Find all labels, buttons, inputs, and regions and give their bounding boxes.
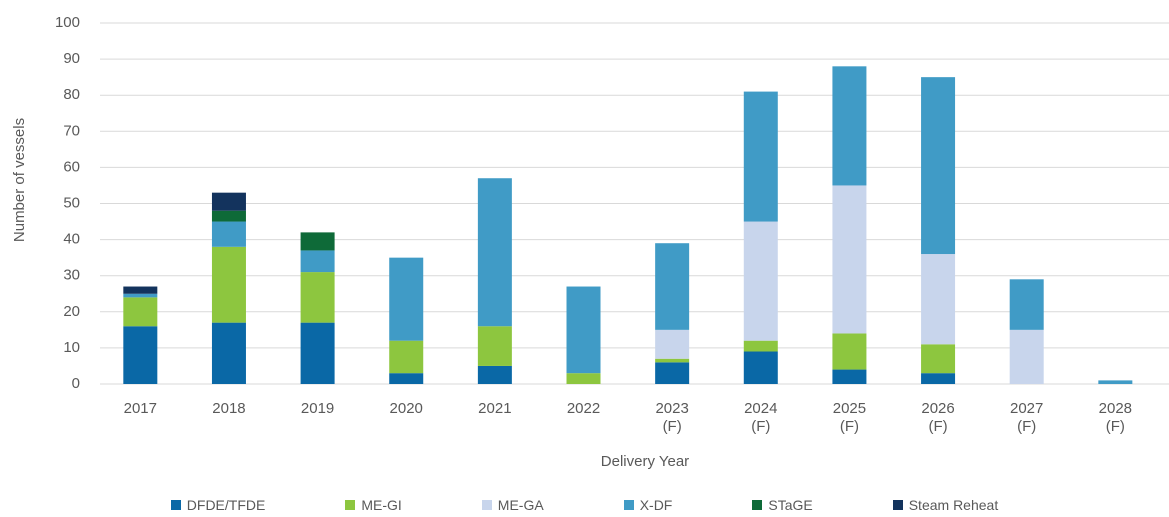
x-tick-label: 2025 (F)	[832, 400, 867, 435]
bar-segment	[921, 373, 956, 384]
x-tick-label: 2021	[478, 400, 512, 417]
legend-item: ME-GA	[481, 497, 544, 513]
bar-segment	[477, 365, 512, 384]
bar-segment	[921, 344, 956, 374]
y-tick-label: 60	[63, 158, 80, 175]
bar-segment	[1009, 329, 1044, 384]
bar-segment	[743, 351, 778, 384]
bar-segment	[477, 326, 512, 366]
y-axis-title: Number of vessels	[11, 118, 28, 242]
legend-label: ME-GI	[361, 497, 402, 513]
y-tick-label: 10	[63, 339, 80, 356]
legend: DFDE/TFDE ME-GI ME-GA X-DF STaGE Steam Reheat	[0, 497, 1169, 513]
bar-segment	[300, 232, 335, 251]
x-axis-title: Delivery Year	[601, 453, 689, 470]
bar-segment	[921, 254, 956, 345]
bar-segment	[832, 333, 867, 370]
bar-segment	[743, 340, 778, 352]
bar-segment	[1098, 380, 1133, 384]
legend-label: Steam Reheat	[908, 497, 999, 513]
legend-item: Steam Reheat	[892, 497, 999, 513]
legend-item: ME-GI	[345, 497, 402, 513]
legend-swatch	[892, 500, 903, 510]
y-tick-label: 100	[55, 14, 80, 31]
bar-segment	[211, 210, 246, 222]
y-tick-label: 20	[63, 303, 80, 320]
x-tick-label: 2019	[300, 400, 335, 417]
y-tick-label: 40	[63, 231, 80, 248]
bar-segment	[123, 297, 158, 327]
y-tick-label: 90	[63, 50, 80, 67]
bar-segment	[655, 358, 690, 363]
legend-swatch	[623, 500, 634, 510]
bar-segment	[211, 322, 246, 384]
bar-segment	[743, 221, 778, 341]
legend-item: STaGE	[752, 497, 813, 513]
x-tick-label: 2020	[389, 400, 423, 417]
y-tick-label: 30	[63, 267, 80, 284]
bar-segment	[300, 272, 335, 323]
y-tick-label: 50	[63, 194, 80, 211]
bar-segment	[832, 369, 867, 384]
legend-item: X-DF	[623, 497, 673, 513]
x-tick-label: 2028 (F)	[1098, 400, 1133, 435]
bar-segment	[389, 257, 424, 341]
bar-segment	[211, 246, 246, 323]
bar-segment	[211, 221, 246, 247]
legend-swatch	[481, 500, 492, 510]
legend-swatch	[170, 500, 181, 510]
bar-segment	[211, 192, 246, 211]
x-tick-label: 2022	[566, 400, 601, 417]
bar-segment	[123, 286, 158, 294]
x-tick-label: 2017	[123, 400, 157, 417]
x-tick-label: 2023 (F)	[655, 400, 689, 435]
bar-segment	[389, 373, 424, 384]
bar-segment	[123, 293, 158, 298]
legend-swatch	[345, 500, 356, 510]
x-tick-label: 2026 (F)	[921, 400, 955, 435]
x-tick-label: 2024 (F)	[744, 400, 778, 435]
bar-segment	[832, 66, 867, 186]
bar-segment	[477, 178, 512, 327]
y-tick-label: 70	[63, 122, 80, 139]
x-tick-label: 2027 (F)	[1010, 400, 1044, 435]
y-tick-label: 80	[63, 86, 80, 103]
bar-segment	[389, 340, 424, 374]
bar-segment	[743, 91, 778, 222]
legend-label: ME-GA	[497, 497, 544, 513]
y-tick-label: 0	[72, 375, 80, 392]
bar-segment	[566, 373, 601, 384]
x-tick-label: 2018	[212, 400, 246, 417]
bar-segment	[655, 329, 690, 359]
bar-segment	[655, 362, 690, 384]
bar-segment	[832, 185, 867, 334]
bar-segment	[300, 250, 335, 273]
bar-segment	[300, 322, 335, 384]
bar-segment	[921, 77, 956, 255]
bar-segment	[1009, 279, 1044, 330]
legend-swatch	[752, 500, 763, 510]
legend-label: DFDE/TFDE	[186, 497, 266, 513]
legend-label: STaGE	[768, 497, 813, 513]
legend-label: X-DF	[639, 497, 673, 513]
bar-segment	[655, 243, 690, 330]
bar-segment	[123, 326, 158, 384]
legend-item: DFDE/TFDE	[170, 497, 266, 513]
bar-segment	[566, 286, 601, 374]
